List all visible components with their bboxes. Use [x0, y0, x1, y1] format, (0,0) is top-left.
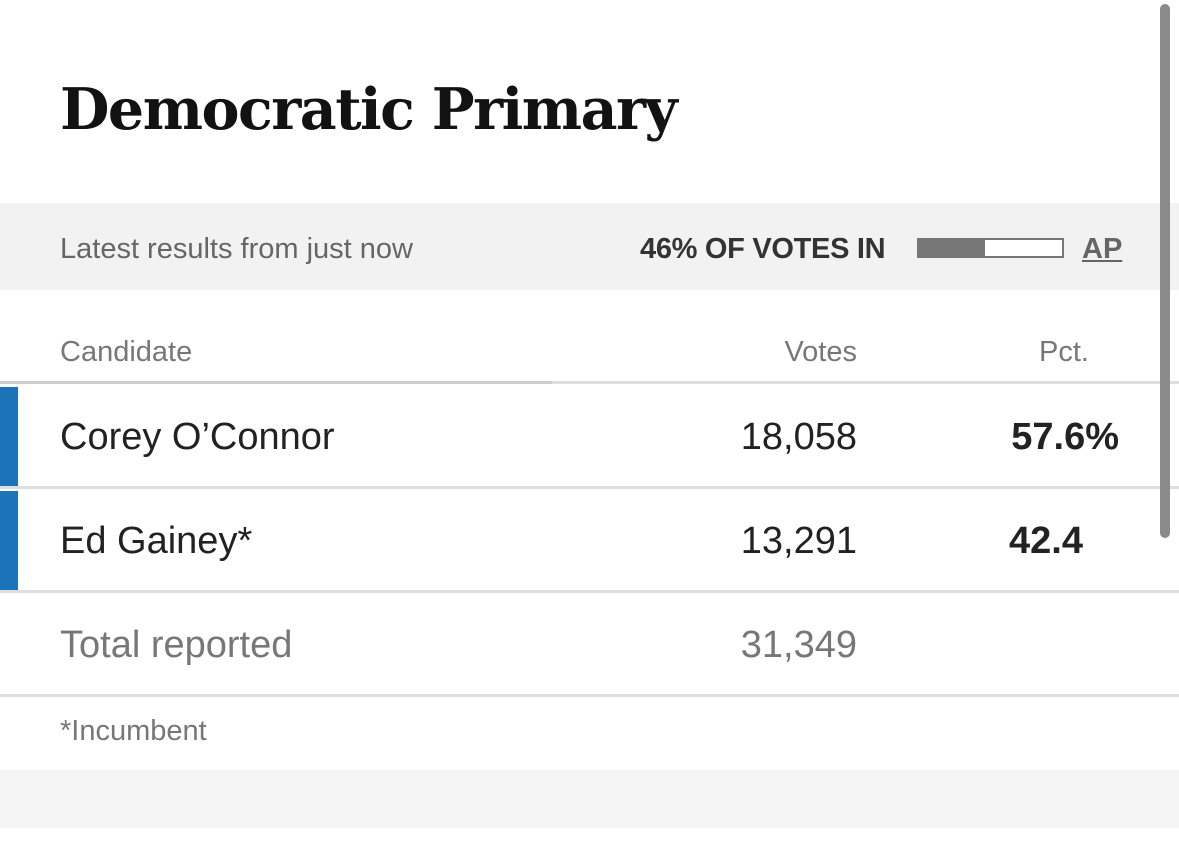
- candidate-name: Ed Gainey*: [60, 520, 253, 562]
- table-row: Ed Gainey* 13,291 42.4: [0, 489, 1179, 593]
- votes-in-progress-bar: [917, 238, 1064, 258]
- votes-in-progress-fill: [919, 240, 985, 256]
- total-row: Total reported 31,349: [0, 593, 1179, 697]
- candidate-color-bar: [0, 491, 18, 591]
- candidate-votes: 18,058: [740, 416, 857, 458]
- page-background: [0, 828, 1179, 854]
- scrollbar-thumb[interactable]: [1160, 4, 1170, 538]
- candidate-color-bar: [0, 387, 18, 487]
- results-card: Democratic Primary Latest results from j…: [0, 76, 1179, 747]
- candidate-pct: 57.6%: [1011, 416, 1119, 458]
- row-divider: [0, 590, 1179, 593]
- candidate-pct: 42.4: [1009, 520, 1083, 562]
- incumbent-footnote: *Incumbent: [60, 715, 207, 747]
- column-header-votes: Votes: [784, 336, 857, 368]
- race-title: Democratic Primary: [60, 76, 678, 143]
- row-divider: [0, 694, 1179, 697]
- total-votes: 31,349: [740, 624, 857, 666]
- total-label: Total reported: [60, 624, 293, 666]
- ap-source-link[interactable]: AP: [1082, 233, 1123, 265]
- header-divider-accent: [0, 381, 552, 384]
- last-updated-text: Latest results from just now: [60, 233, 413, 265]
- page-background-band: [0, 770, 1179, 828]
- header-divider: [0, 381, 1179, 384]
- candidate-votes: 13,291: [740, 520, 857, 562]
- candidate-name: Corey O’Connor: [60, 416, 335, 458]
- row-divider: [0, 486, 1179, 489]
- votes-in-label: 46% OF VOTES IN: [640, 233, 886, 265]
- table-row: Corey O’Connor 18,058 57.6%: [0, 385, 1179, 489]
- column-header-candidate: Candidate: [60, 336, 193, 368]
- column-header-pct: Pct.: [1039, 336, 1089, 368]
